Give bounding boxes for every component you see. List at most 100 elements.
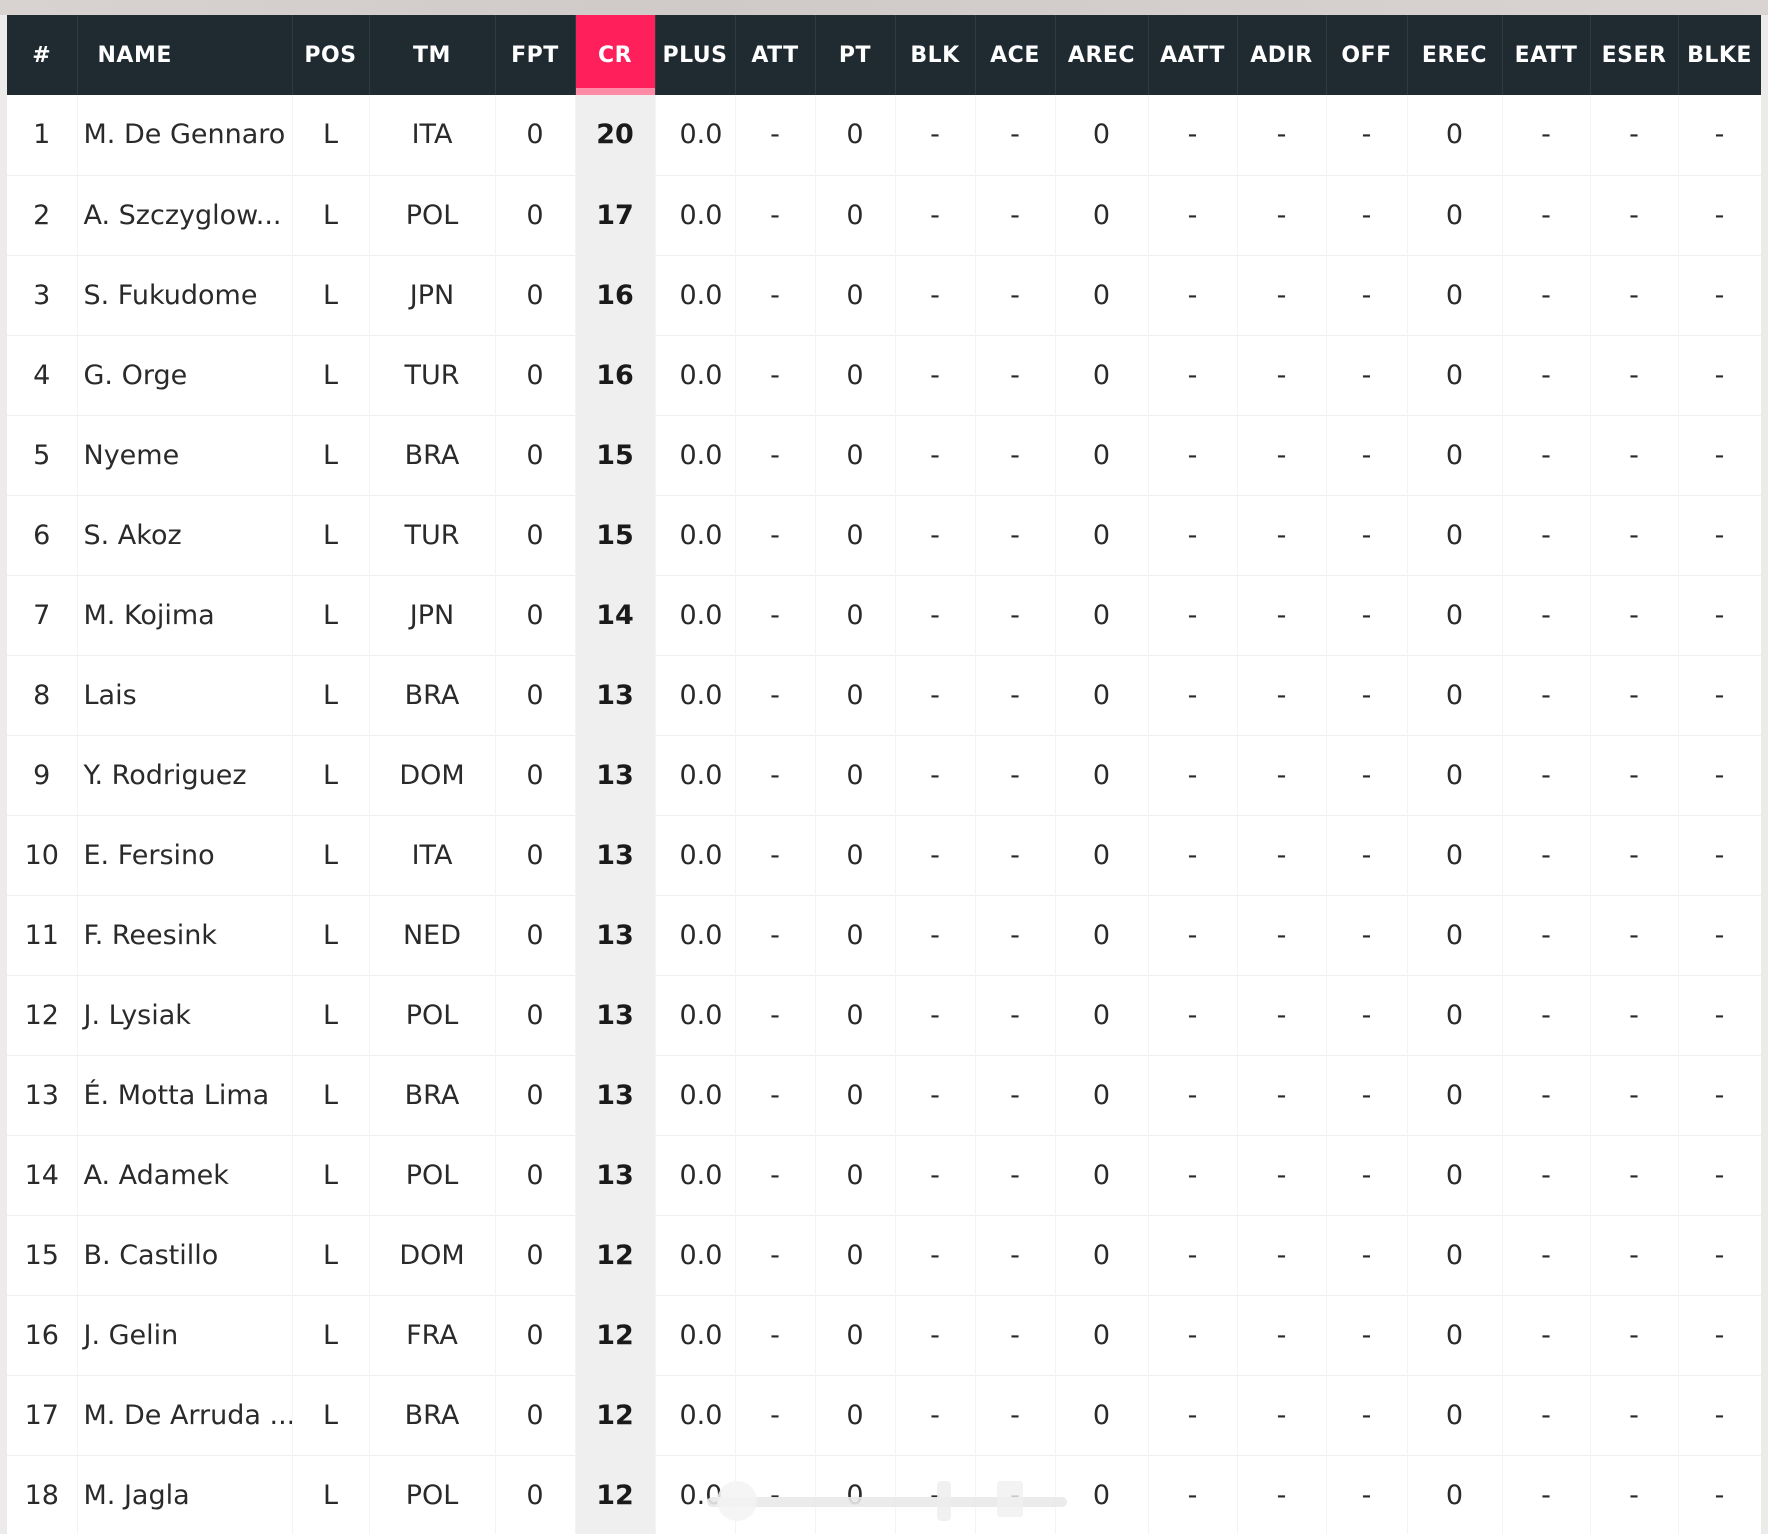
cell-name[interactable]: Lais bbox=[77, 655, 293, 735]
col-header-eatt[interactable]: EATT bbox=[1502, 15, 1591, 95]
stats-table: # NAME POS TM FPT CR PLUS ATT PT BLK ACE… bbox=[7, 15, 1761, 1534]
cell-name[interactable]: A. Szczyglow... bbox=[77, 175, 293, 255]
cell-off: - bbox=[1326, 1455, 1408, 1534]
cell-eatt: - bbox=[1502, 415, 1591, 495]
cell-ace: - bbox=[975, 815, 1056, 895]
col-header-ace[interactable]: ACE bbox=[975, 15, 1056, 95]
table-row[interactable]: 17 M. De Arruda ... L BRA 0 12 0.0-0- -0- - -0- - - bbox=[7, 1375, 1761, 1455]
col-header-blke[interactable]: BLKE bbox=[1678, 15, 1761, 95]
cell-rank: 8 bbox=[7, 655, 78, 735]
table-row[interactable]: 10 E. Fersino L ITA 0 13 0.0-0- -0- - -0- - - bbox=[7, 815, 1761, 895]
table-row[interactable]: 15 B. Castillo L DOM 0 12 0.0-0- -0- - -0- - - bbox=[7, 1215, 1761, 1295]
col-header-att[interactable]: ATT bbox=[735, 15, 816, 95]
cell-arec: 0 bbox=[1055, 1455, 1149, 1534]
cell-rank: 13 bbox=[7, 1055, 78, 1135]
cell-att: - bbox=[735, 975, 816, 1055]
table-row[interactable]: 5 Nyeme L BRA 0 15 0.0-0- -0- - -0- - - bbox=[7, 415, 1761, 495]
cell-name[interactable]: M. Jagla bbox=[77, 1455, 293, 1534]
cell-eatt: - bbox=[1502, 1375, 1591, 1455]
cell-eser: - bbox=[1590, 575, 1679, 655]
cell-tm: JPN bbox=[369, 575, 496, 655]
cell-erec: 0 bbox=[1407, 1375, 1503, 1455]
col-header-arec[interactable]: AREC bbox=[1055, 15, 1149, 95]
cell-pt: 0 bbox=[815, 1455, 896, 1534]
table-row[interactable]: 8 Lais L BRA 0 13 0.0-0- -0- - -0- - - bbox=[7, 655, 1761, 735]
table-row[interactable]: 4 G. Orge L TUR 0 16 0.0-0- -0- - -0- - - bbox=[7, 335, 1761, 415]
cell-tm: NED bbox=[369, 895, 496, 975]
cell-name[interactable]: A. Adamek bbox=[77, 1135, 293, 1215]
cell-name[interactable]: S. Akoz bbox=[77, 495, 293, 575]
table-row[interactable]: 9 Y. Rodriguez L DOM 0 13 0.0-0- -0- - -0- - - bbox=[7, 735, 1761, 815]
col-header-aatt[interactable]: AATT bbox=[1148, 15, 1238, 95]
cell-pos: L bbox=[292, 1215, 370, 1295]
col-header-eser[interactable]: ESER bbox=[1590, 15, 1679, 95]
cell-rank: 2 bbox=[7, 175, 78, 255]
cell-fpt: 0 bbox=[495, 975, 576, 1055]
cell-erec: 0 bbox=[1407, 735, 1503, 815]
cell-eser: - bbox=[1590, 1455, 1679, 1534]
col-header-pos[interactable]: POS bbox=[292, 15, 370, 95]
cell-pos: L bbox=[292, 175, 370, 255]
col-header-blk[interactable]: BLK bbox=[895, 15, 976, 95]
cell-off: - bbox=[1326, 655, 1408, 735]
cell-eser: - bbox=[1590, 1295, 1679, 1375]
col-header-off[interactable]: OFF bbox=[1326, 15, 1408, 95]
col-header-cr-active[interactable]: CR bbox=[575, 15, 656, 95]
col-header-pt[interactable]: PT bbox=[815, 15, 896, 95]
cell-rank: 1 bbox=[7, 95, 78, 175]
col-header-tm[interactable]: TM bbox=[369, 15, 496, 95]
cell-ace: - bbox=[975, 95, 1056, 175]
table-row[interactable]: 14 A. Adamek L POL 0 13 0.0-0- -0- - -0- - - bbox=[7, 1135, 1761, 1215]
cell-fpt: 0 bbox=[495, 895, 576, 975]
table-row[interactable]: 18 M. Jagla L POL 0 12 0.0-0- -0- - -0- - - bbox=[7, 1455, 1761, 1534]
cell-erec: 0 bbox=[1407, 895, 1503, 975]
cell-name[interactable]: S. Fukudome bbox=[77, 255, 293, 335]
table-row[interactable]: 7 M. Kojima L JPN 0 14 0.0-0- -0- - -0- - - bbox=[7, 575, 1761, 655]
cell-name[interactable]: M. De Gennaro bbox=[77, 95, 293, 175]
cell-blke: - bbox=[1678, 1455, 1761, 1534]
table-row[interactable]: 6 S. Akoz L TUR 0 15 0.0-0- -0- - -0- - - bbox=[7, 495, 1761, 575]
cell-name[interactable]: M. De Arruda ... bbox=[77, 1375, 293, 1455]
cell-plus: 0.0 bbox=[655, 495, 736, 575]
cell-name[interactable]: J. Lysiak bbox=[77, 975, 293, 1055]
cell-fpt: 0 bbox=[495, 255, 576, 335]
cell-blk: - bbox=[895, 1295, 976, 1375]
table-row[interactable]: 11 F. Reesink L NED 0 13 0.0-0- -0- - -0- - - bbox=[7, 895, 1761, 975]
cell-ace: - bbox=[975, 175, 1056, 255]
cell-name[interactable]: É. Motta Lima bbox=[77, 1055, 293, 1135]
col-header-rank[interactable]: # bbox=[7, 15, 78, 95]
cell-adir: - bbox=[1237, 1055, 1327, 1135]
cell-name[interactable]: J. Gelin bbox=[77, 1295, 293, 1375]
table-row[interactable]: 12 J. Lysiak L POL 0 13 0.0-0- -0- - -0- - - bbox=[7, 975, 1761, 1055]
cell-name[interactable]: F. Reesink bbox=[77, 895, 293, 975]
cell-tm: DOM bbox=[369, 1215, 496, 1295]
cell-name[interactable]: B. Castillo bbox=[77, 1215, 293, 1295]
cell-name[interactable]: Nyeme bbox=[77, 415, 293, 495]
col-header-erec[interactable]: EREC bbox=[1407, 15, 1503, 95]
cell-name[interactable]: G. Orge bbox=[77, 335, 293, 415]
cell-pt: 0 bbox=[815, 1135, 896, 1215]
table-row[interactable]: 2 A. Szczyglow... L POL 0 17 0.0-0- -0- - -0- - - bbox=[7, 175, 1761, 255]
cell-name[interactable]: M. Kojima bbox=[77, 575, 293, 655]
cell-blk: - bbox=[895, 735, 976, 815]
cell-blk: - bbox=[895, 95, 976, 175]
cell-pos: L bbox=[292, 735, 370, 815]
col-header-fpt[interactable]: FPT bbox=[495, 15, 576, 95]
col-header-plus[interactable]: PLUS bbox=[655, 15, 736, 95]
cell-blke: - bbox=[1678, 335, 1761, 415]
cell-cr: 13 bbox=[575, 735, 656, 815]
cell-eatt: - bbox=[1502, 255, 1591, 335]
table-row[interactable]: 1 M. De Gennaro L ITA 0 20 0.0-0- -0- - -0- - - bbox=[7, 95, 1761, 175]
col-header-adir[interactable]: ADIR bbox=[1237, 15, 1327, 95]
cell-cr: 14 bbox=[575, 575, 656, 655]
table-row[interactable]: 3 S. Fukudome L JPN 0 16 0.0-0- -0- - -0- - - bbox=[7, 255, 1761, 335]
col-header-name[interactable]: NAME bbox=[77, 15, 293, 95]
cell-att: - bbox=[735, 1295, 816, 1375]
table-row[interactable]: 16 J. Gelin L FRA 0 12 0.0-0- -0- - -0- - - bbox=[7, 1295, 1761, 1375]
cell-aatt: - bbox=[1148, 975, 1238, 1055]
cell-name[interactable]: Y. Rodriguez bbox=[77, 735, 293, 815]
cell-off: - bbox=[1326, 975, 1408, 1055]
table-row[interactable]: 13 É. Motta Lima L BRA 0 13 0.0-0- -0- - -0- - - bbox=[7, 1055, 1761, 1135]
cell-name[interactable]: E. Fersino bbox=[77, 815, 293, 895]
cell-plus: 0.0 bbox=[655, 975, 736, 1055]
